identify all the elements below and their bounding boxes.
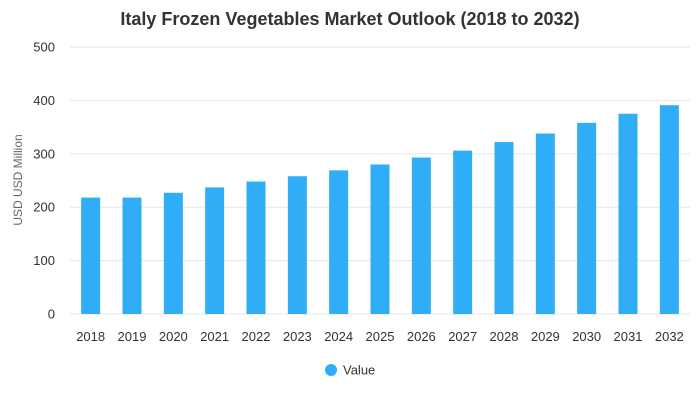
bar-2026 [411, 157, 431, 314]
x-tick-label: 2022 [242, 329, 271, 344]
bar-2019 [122, 197, 142, 314]
x-tick-label: 2029 [531, 329, 560, 344]
bar-2023 [287, 176, 307, 314]
bar-2031 [618, 113, 638, 314]
y-tick-label: 500 [33, 40, 55, 55]
bar-2022 [246, 181, 266, 314]
x-tick-label: 2025 [366, 329, 395, 344]
x-tick-label: 2020 [159, 329, 188, 344]
x-tick-label: 2032 [655, 329, 684, 344]
bar-2024 [329, 170, 349, 314]
x-tick-label: 2019 [118, 329, 147, 344]
y-tick-label: 300 [33, 146, 55, 161]
x-tick-label: 2024 [324, 329, 353, 344]
x-tick-label: 2018 [76, 329, 105, 344]
y-axis-ticks: 0 100 200 300 400 500 [33, 40, 55, 322]
x-tick-label: 2027 [448, 329, 477, 344]
bar-2018 [81, 197, 101, 314]
chart-title: Italy Frozen Vegetables Market Outlook (… [120, 9, 579, 29]
y-tick-label: 400 [33, 93, 55, 108]
bar-2020 [163, 192, 183, 314]
legend: Value [325, 363, 375, 378]
x-tick-label: 2030 [572, 329, 601, 344]
bar-2027 [453, 150, 473, 314]
legend-marker [325, 364, 337, 376]
x-tick-label: 2031 [614, 329, 643, 344]
x-tick-label: 2028 [490, 329, 519, 344]
y-axis-label: USD USD Million [11, 134, 25, 225]
x-tick-label: 2026 [407, 329, 436, 344]
bar-2021 [205, 187, 225, 314]
legend-label: Value [343, 363, 375, 378]
x-tick-label: 2023 [283, 329, 312, 344]
bar-2025 [370, 164, 390, 314]
bar-2032 [659, 105, 679, 315]
x-tick-label: 2021 [200, 329, 229, 344]
bar-2028 [494, 142, 514, 314]
y-tick-label: 100 [33, 253, 55, 268]
x-axis-ticks: 2018 2019 2020 2021 2022 2023 2024 2025 2026 2027… [76, 329, 684, 344]
bar-2029 [535, 133, 555, 314]
bar-2030 [577, 122, 597, 314]
bars [81, 105, 679, 315]
y-tick-label: 0 [48, 307, 55, 322]
y-tick-label: 200 [33, 200, 55, 215]
